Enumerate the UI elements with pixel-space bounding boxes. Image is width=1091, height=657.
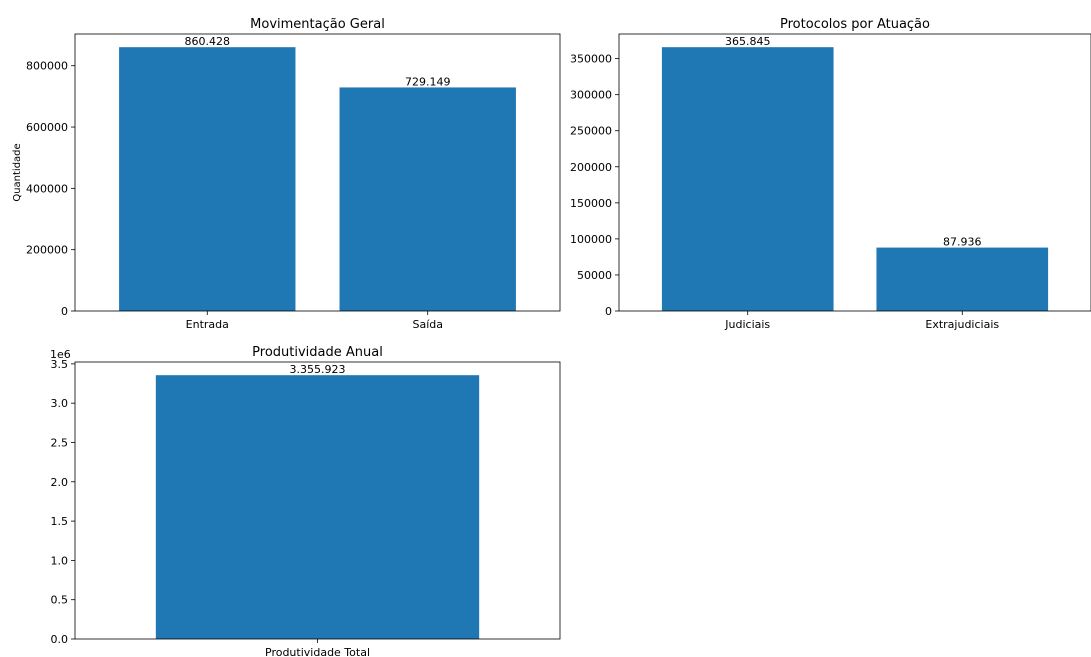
bar-entrada xyxy=(119,47,296,311)
bar-value-label: 860.428 xyxy=(185,35,231,48)
bar-extrajudiciais xyxy=(876,247,1049,311)
chart-panel-2: 365.845 Judiciais 87.936 Extrajudiciais 0 500… xyxy=(570,17,1091,331)
bar-value-label: 87.936 xyxy=(943,236,982,249)
y-tick-label: 3.0 xyxy=(51,397,69,410)
y-tick-label: 200000 xyxy=(26,244,68,257)
y-tick-label: 200000 xyxy=(570,161,612,174)
y-tick-label: 0 xyxy=(605,305,612,318)
bar-value-label: 3.355.923 xyxy=(290,363,346,376)
plot-frame xyxy=(618,33,1091,312)
y-tick-label: 0.5 xyxy=(51,594,69,607)
chart-title: Protocolos por Atuação xyxy=(780,17,930,32)
y-tick-label: 3.5 xyxy=(51,358,69,371)
chart-panel-3: 3.355.923 Produtividade Total 0.0 0.5 1.0 1.5… xyxy=(50,345,561,657)
bar-saída xyxy=(339,87,516,311)
x-tick-label: Entrada xyxy=(186,318,229,331)
bar-value-label: 365.845 xyxy=(725,35,771,48)
plot-frame xyxy=(74,361,561,640)
x-tick-label: Produtividade Total xyxy=(265,646,370,657)
plot-frame xyxy=(74,33,561,312)
y-tick-label: 100000 xyxy=(570,233,612,246)
y-tick-label: 300000 xyxy=(570,89,612,102)
bar-judiciais xyxy=(661,47,834,311)
chart-title: Movimentação Geral xyxy=(250,17,385,32)
x-tick-label: Saída xyxy=(412,318,443,331)
y-tick-label: 0 xyxy=(61,305,68,318)
y-tick-label: 250000 xyxy=(570,125,612,138)
y-tick-label: 350000 xyxy=(570,53,612,66)
y-tick-label: 2.5 xyxy=(51,436,69,449)
y-axis-label: Quantidade xyxy=(12,143,23,201)
x-tick-label: Extrajudiciais xyxy=(925,318,999,331)
y-tick-label: 150000 xyxy=(570,197,612,210)
y-axis-offset-text: 1e6 xyxy=(50,348,71,361)
y-tick-label: 600000 xyxy=(26,121,68,134)
y-tick-label: 400000 xyxy=(26,182,68,195)
y-tick-label: 1.5 xyxy=(51,515,69,528)
chart-panel-1: 860.428 Entrada 729.149 Saída 0 200000 400000 6… xyxy=(12,17,561,331)
chart-title: Produtividade Anual xyxy=(252,345,383,360)
x-tick-label: Judiciais xyxy=(724,318,770,331)
y-tick-label: 800000 xyxy=(26,60,68,73)
bar-value-label: 729.149 xyxy=(405,75,451,88)
bar-produtividade-total xyxy=(155,375,480,639)
y-tick-label: 0.0 xyxy=(51,633,69,646)
y-tick-label: 2.0 xyxy=(51,476,69,489)
y-tick-label: 50000 xyxy=(577,269,612,282)
y-tick-label: 1.0 xyxy=(51,554,69,567)
